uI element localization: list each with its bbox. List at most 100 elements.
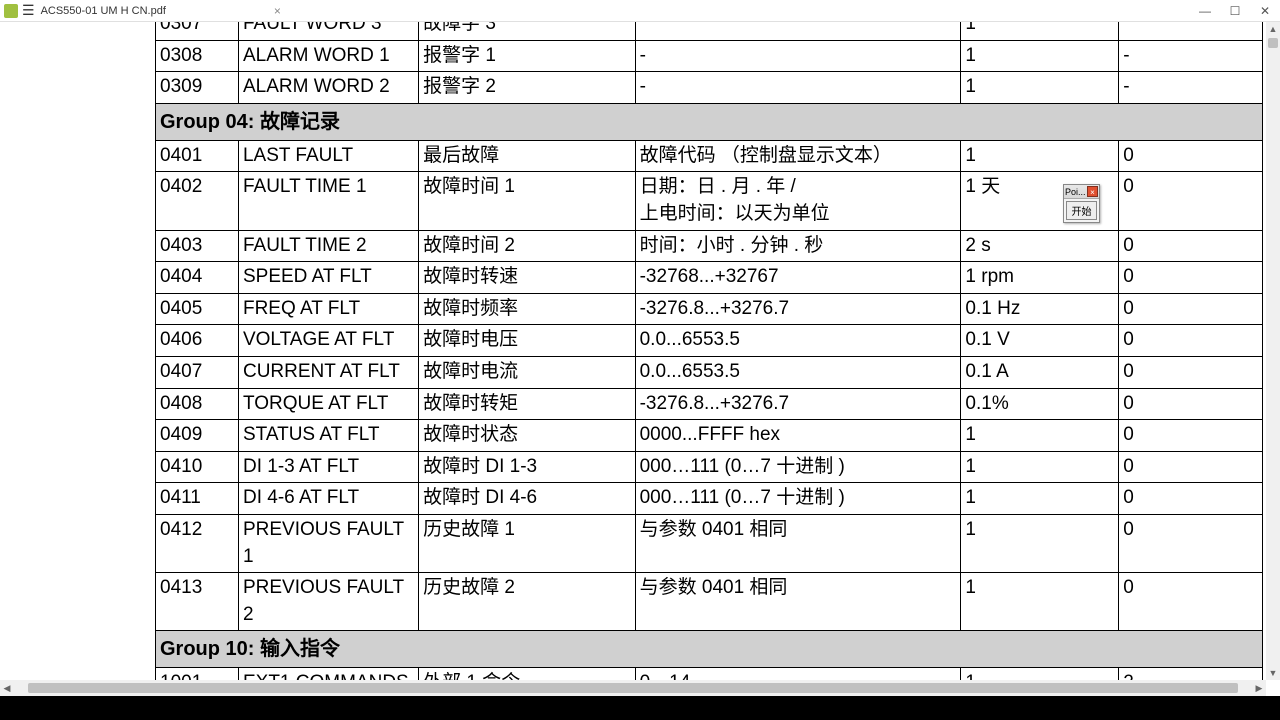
table-row: 0410DI 1-3 AT FLT故障时 DI 1-3000…111 (0…7 … xyxy=(156,451,1263,483)
table-cell: 2 s xyxy=(961,230,1119,262)
table-cell: VOLTAGE AT FLT xyxy=(238,325,418,357)
table-cell: 0308 xyxy=(156,40,239,72)
table-cell: 1 xyxy=(961,514,1119,572)
bottom-black-bar xyxy=(0,696,1280,720)
table-cell: SPEED AT FLT xyxy=(238,262,418,294)
table-cell: 故障时 DI 4-6 xyxy=(419,483,636,515)
table-cell: 000…111 (0…7 十进制 ) xyxy=(635,483,961,515)
table-cell: - xyxy=(1119,72,1263,104)
table-cell: 000…111 (0…7 十进制 ) xyxy=(635,451,961,483)
table-cell: DI 4-6 AT FLT xyxy=(238,483,418,515)
table-cell: 故障时电流 xyxy=(419,356,636,388)
table-cell: EXT1 COMMANDS xyxy=(238,668,418,680)
table-cell: 故障代码 （控制盘显示文本） xyxy=(635,140,961,172)
horizontal-scrollbar[interactable]: ◀ ▶ xyxy=(0,680,1266,696)
table-cell: 0.1 V xyxy=(961,325,1119,357)
table-cell: 0 xyxy=(1119,451,1263,483)
table-cell: 0000...FFFF hex xyxy=(635,420,961,452)
table-cell: 0 xyxy=(1119,230,1263,262)
table-cell: 0.1 Hz xyxy=(961,293,1119,325)
tool-window-start-button[interactable]: 开始 xyxy=(1066,201,1097,220)
table-cell: 1 xyxy=(961,140,1119,172)
table-cell: CURRENT AT FLT xyxy=(238,356,418,388)
table-row: 0411DI 4-6 AT FLT故障时 DI 4-6000…111 (0…7 … xyxy=(156,483,1263,515)
table-cell: ALARM WORD 1 xyxy=(238,40,418,72)
table-cell: 0409 xyxy=(156,420,239,452)
table-cell: 故障时状态 xyxy=(419,420,636,452)
table-cell: 0406 xyxy=(156,325,239,357)
titlebar: ☰ ACS550-01 UM H CN.pdf × — ☐ ✕ xyxy=(0,0,1280,22)
table-row: 0413PREVIOUS FAULT 2历史故障 2与参数 0401 相同10 xyxy=(156,573,1263,631)
floating-tool-window[interactable]: Poi... × 开始 xyxy=(1063,184,1100,223)
table-cell: - xyxy=(635,40,961,72)
tab-close-icon[interactable]: × xyxy=(274,4,281,18)
table-cell: 日期：日 . 月 . 年 / 上电时间：以天为单位 xyxy=(635,172,961,230)
table-cell: 故障时频率 xyxy=(419,293,636,325)
group-header-cell: Group 10: 输入指令 xyxy=(156,631,1263,668)
scroll-up-icon[interactable]: ▲ xyxy=(1266,22,1280,36)
table-cell: FREQ AT FLT xyxy=(238,293,418,325)
table-row: 0307FAULT WORD 3故障字 3 1 xyxy=(156,22,1263,40)
table-cell: FAULT WORD 3 xyxy=(238,22,418,40)
scroll-left-icon[interactable]: ◀ xyxy=(0,683,14,694)
table-cell: 故障字 3 xyxy=(419,22,636,40)
table-cell: 0 xyxy=(1119,172,1263,230)
table-cell: 报警字 2 xyxy=(419,72,636,104)
table-cell: 与参数 0401 相同 xyxy=(635,573,961,631)
scroll-down-icon[interactable]: ▼ xyxy=(1266,666,1280,680)
group-header-row: Group 04: 故障记录 xyxy=(156,103,1263,140)
table-cell: 0 xyxy=(1119,262,1263,294)
table-cell: 0 xyxy=(1119,483,1263,515)
table-cell: 报警字 1 xyxy=(419,40,636,72)
table-cell: 故障时转矩 xyxy=(419,388,636,420)
table-cell: - xyxy=(635,72,961,104)
group-header-row: Group 10: 输入指令 xyxy=(156,631,1263,668)
window-close-button[interactable]: ✕ xyxy=(1250,4,1280,18)
table-cell: 0 xyxy=(1119,514,1263,572)
table-cell: 外部 1 命令 xyxy=(419,668,636,680)
table-cell: 历史故障 2 xyxy=(419,573,636,631)
table-cell: 历史故障 1 xyxy=(419,514,636,572)
table-cell: 1 xyxy=(961,22,1119,40)
table-cell: -32768...+32767 xyxy=(635,262,961,294)
tool-window-close-icon[interactable]: × xyxy=(1087,186,1098,197)
table-row: 0408TORQUE AT FLT故障时转矩-3276.8...+3276.70… xyxy=(156,388,1263,420)
table-row: 0407CURRENT AT FLT故障时电流0.0...6553.50.1 A… xyxy=(156,356,1263,388)
table-cell: -3276.8...+3276.7 xyxy=(635,293,961,325)
table-cell: 0 xyxy=(1119,356,1263,388)
table-cell: 0309 xyxy=(156,72,239,104)
tool-window-titlebar[interactable]: Poi... × xyxy=(1064,185,1099,199)
table-row: 0403FAULT TIME 2故障时间 2时间：小时 . 分钟 . 秒2 s0 xyxy=(156,230,1263,262)
table-cell: 0.0...6553.5 xyxy=(635,325,961,357)
vertical-scroll-thumb[interactable] xyxy=(1268,38,1278,48)
scroll-right-icon[interactable]: ▶ xyxy=(1252,683,1266,694)
window-maximize-button[interactable]: ☐ xyxy=(1220,4,1250,18)
table-cell: 0307 xyxy=(156,22,239,40)
table-cell xyxy=(635,22,961,40)
table-cell: PREVIOUS FAULT 2 xyxy=(238,573,418,631)
tool-window-title: Poi... xyxy=(1065,187,1087,197)
table-cell: 0412 xyxy=(156,514,239,572)
table-cell: 0408 xyxy=(156,388,239,420)
hamburger-icon[interactable]: ☰ xyxy=(22,2,35,19)
table-cell: 0404 xyxy=(156,262,239,294)
window-minimize-button[interactable]: — xyxy=(1190,4,1220,18)
table-cell: 0 xyxy=(1119,573,1263,631)
table-cell: 1 xyxy=(961,483,1119,515)
document-page: 0307FAULT WORD 3故障字 310308ALARM WORD 1报警… xyxy=(155,22,1263,680)
table-row: 0309ALARM WORD 2报警字 2-1- xyxy=(156,72,1263,104)
table-cell: 1 xyxy=(961,668,1119,680)
table-row: 0308ALARM WORD 1报警字 1-1- xyxy=(156,40,1263,72)
table-cell: 2 xyxy=(1119,668,1263,680)
table-cell: 故障时 DI 1-3 xyxy=(419,451,636,483)
table-cell: 1 xyxy=(961,420,1119,452)
table-row: 0409STATUS AT FLT故障时状态0000...FFFF hex10 xyxy=(156,420,1263,452)
table-cell: 0 xyxy=(1119,388,1263,420)
table-cell: 0.1 A xyxy=(961,356,1119,388)
table-cell: 0 xyxy=(1119,293,1263,325)
vertical-scrollbar[interactable]: ▲ ▼ xyxy=(1266,22,1280,680)
table-cell: 故障时间 1 xyxy=(419,172,636,230)
horizontal-scroll-thumb[interactable] xyxy=(28,683,1238,693)
document-viewport[interactable]: 0307FAULT WORD 3故障字 310308ALARM WORD 1报警… xyxy=(0,22,1266,680)
table-cell: DI 1-3 AT FLT xyxy=(238,451,418,483)
